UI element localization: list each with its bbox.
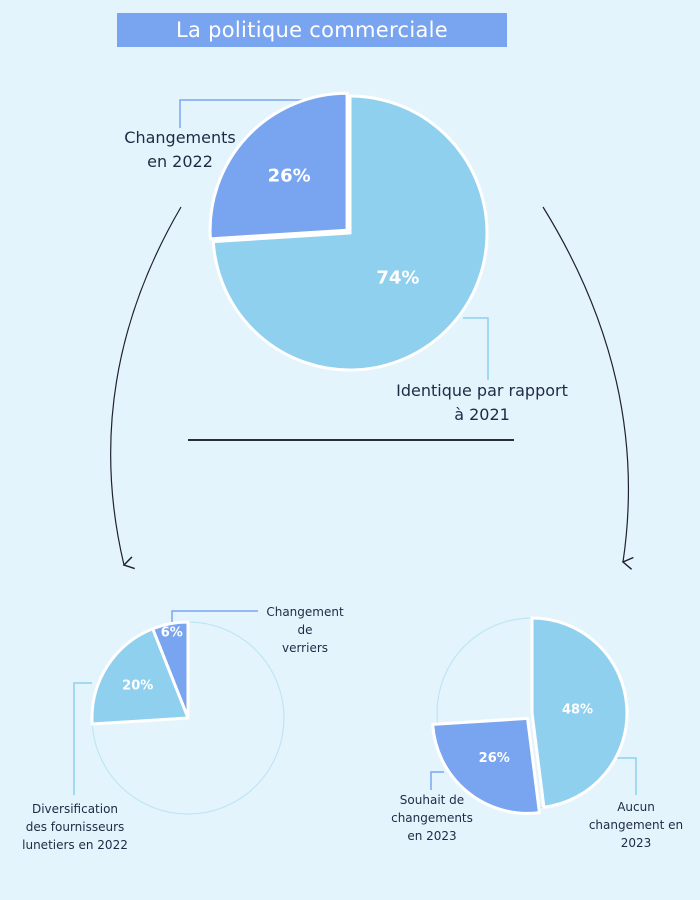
label-souhait-2023: Souhait de changements en 2023 — [382, 791, 482, 845]
label-line: à 2021 — [454, 405, 510, 424]
leader-aucun-2023 — [610, 757, 637, 795]
leader-changements-2022 — [179, 99, 342, 128]
pie-slice — [90, 627, 190, 726]
label-line: de — [297, 623, 313, 637]
label-line: Changement — [266, 605, 344, 619]
label-diversification: Diversification des fournisseurs lunetie… — [10, 800, 140, 854]
slice-value-label: 20% — [122, 679, 153, 694]
label-line: Diversification — [31, 802, 119, 816]
label-line: changements — [391, 811, 473, 825]
arrow-right — [542, 206, 634, 570]
arrow-left — [110, 206, 182, 570]
pie-slice — [431, 716, 541, 815]
label-changement-verriers: Changement de verriers — [255, 603, 355, 657]
label-line: Aucun — [617, 800, 655, 814]
page-title: La politique commerciale — [117, 13, 507, 47]
label-line: Identique par rapport — [396, 381, 568, 400]
slice-value-label: 48% — [562, 703, 593, 718]
slice-value-label: 26% — [479, 751, 510, 766]
leader-souhait-2023 — [430, 771, 444, 790]
label-identique-2021: Identique par rapport à 2021 — [382, 379, 582, 427]
label-line: changement en — [588, 818, 684, 832]
label-line: lunetiers en 2022 — [22, 838, 128, 852]
slice-value-label: 74% — [376, 268, 419, 289]
leader-identique-2021 — [463, 317, 489, 380]
label-line: verriers — [281, 641, 329, 655]
pie-slice — [208, 91, 349, 241]
label-line: Changements — [124, 128, 236, 147]
label-line: 2023 — [620, 836, 652, 850]
slice-value-label: 6% — [161, 626, 183, 641]
label-line: en 2022 — [147, 152, 213, 171]
leader-diversification — [73, 682, 92, 795]
label-line: des fournisseurs — [25, 820, 125, 834]
label-changements-2022: Changements en 2022 — [110, 126, 250, 174]
separator-line — [188, 439, 514, 441]
label-aucun-2023: Aucun changement en 2023 — [581, 798, 691, 852]
label-line: en 2023 — [407, 829, 457, 843]
slice-value-label: 26% — [268, 165, 311, 186]
label-line: Souhait de — [399, 793, 465, 807]
pie-slice — [211, 94, 489, 372]
pie-slice — [530, 616, 629, 809]
leader-changement-verriers — [171, 610, 258, 623]
